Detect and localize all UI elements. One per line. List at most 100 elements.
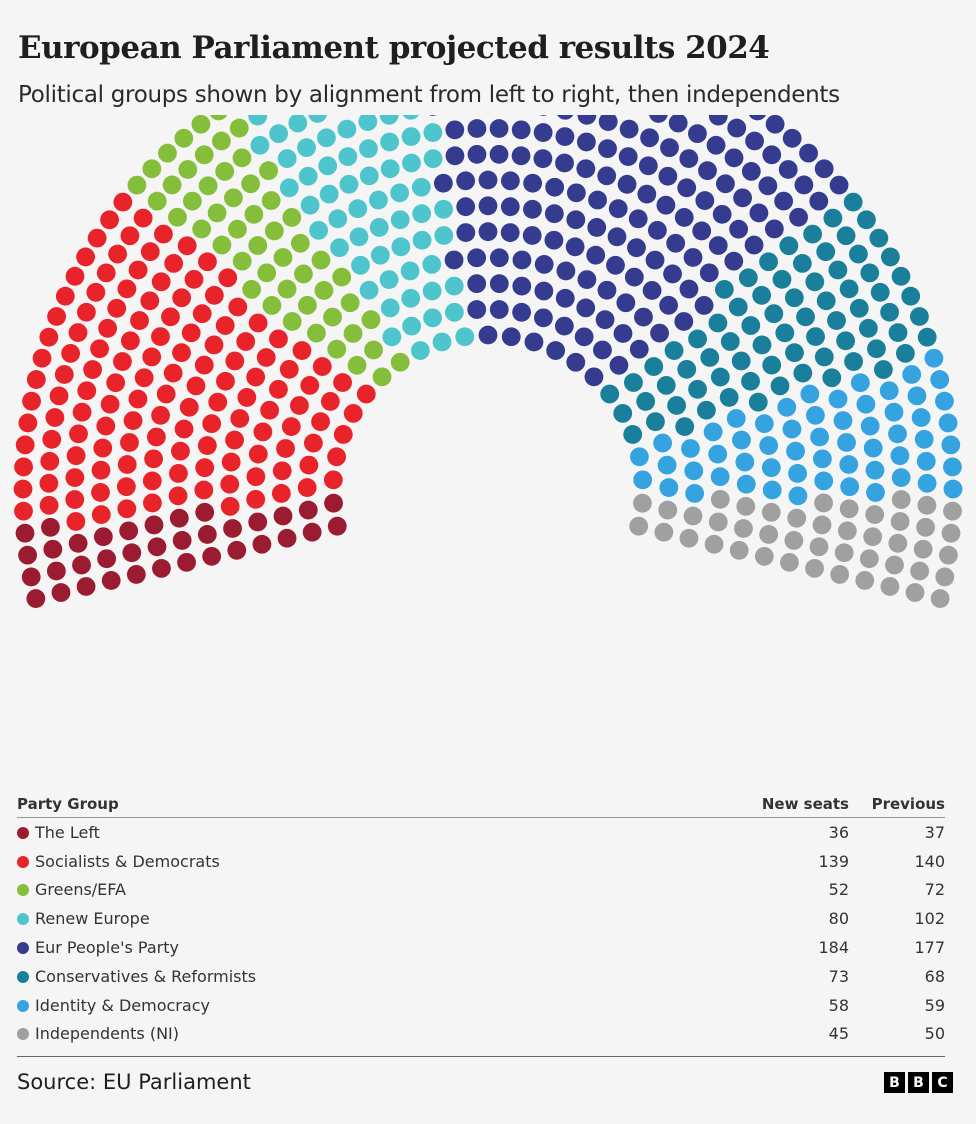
source-note: Source: EU Parliament: [17, 1070, 251, 1094]
seat: [402, 115, 419, 120]
seat: [837, 521, 857, 541]
seat: [888, 424, 907, 444]
party-cell: Conservatives & Reformists: [17, 967, 743, 986]
seat: [277, 149, 297, 168]
seat: [220, 497, 240, 516]
seat: [613, 403, 633, 423]
seat: [215, 162, 235, 181]
seat: [478, 196, 498, 216]
seat: [300, 375, 320, 395]
seat: [45, 408, 65, 427]
seat: [843, 192, 863, 212]
seat: [197, 436, 217, 455]
seat: [784, 531, 804, 550]
seat: [382, 327, 402, 347]
seat: [197, 525, 217, 544]
seat: [544, 204, 564, 224]
seat: [229, 118, 249, 138]
seat: [68, 533, 88, 553]
seat: [97, 549, 117, 569]
seat: [54, 365, 74, 384]
seat: [43, 539, 63, 559]
seat: [823, 208, 843, 228]
seat: [142, 471, 162, 491]
seat: [522, 226, 542, 245]
seat: [844, 352, 863, 371]
seat: [379, 270, 399, 289]
seat: [343, 403, 363, 423]
seat: [629, 516, 649, 536]
seat: [816, 291, 836, 311]
seat: [269, 124, 288, 144]
seat: [650, 323, 669, 343]
seat: [241, 174, 260, 194]
seat: [656, 375, 676, 395]
seat: [759, 525, 779, 544]
seat: [812, 515, 832, 535]
seat: [433, 173, 453, 193]
seat: [780, 552, 799, 572]
seat: [242, 280, 262, 299]
seat: [658, 500, 678, 520]
seat: [789, 207, 808, 227]
seat: [941, 435, 961, 455]
seat: [638, 156, 658, 176]
seat: [412, 230, 432, 250]
seat: [223, 519, 242, 538]
seat: [423, 149, 443, 169]
seat: [836, 331, 856, 351]
seat: [688, 379, 707, 399]
seat: [782, 419, 802, 439]
seat: [40, 451, 60, 471]
seat: [734, 519, 753, 538]
seat: [276, 439, 295, 458]
seat: [26, 370, 46, 389]
seat: [613, 324, 633, 343]
seat: [731, 351, 751, 371]
seat: [784, 288, 804, 308]
seat: [837, 433, 856, 452]
seat: [248, 236, 268, 255]
seat: [710, 467, 730, 487]
seat: [764, 304, 784, 324]
seat: [312, 357, 332, 376]
seat: [695, 191, 715, 210]
seat: [314, 281, 334, 300]
seat: [557, 115, 574, 120]
seat: [269, 329, 288, 349]
seat: [400, 261, 420, 281]
seat: [744, 235, 764, 255]
table-row: Renew Europe 80 102: [17, 904, 945, 933]
seat: [724, 251, 744, 271]
seat: [618, 147, 638, 167]
seat: [271, 484, 291, 503]
seat: [181, 323, 201, 343]
seat: [237, 388, 257, 407]
bbc-logo: B B C: [884, 1072, 953, 1093]
seat: [660, 138, 679, 158]
seat: [244, 204, 264, 224]
seat: [330, 238, 349, 258]
seat: [758, 176, 778, 196]
seat: [729, 219, 748, 239]
seat: [617, 174, 637, 194]
seat: [215, 316, 235, 335]
seat: [279, 178, 299, 198]
party-color-dot: [17, 999, 29, 1012]
table-row: Independents (NI) 45 50: [17, 1020, 945, 1049]
seat: [212, 235, 232, 255]
table-row: Socialists & Democrats 139 140: [17, 847, 945, 876]
seat: [134, 368, 154, 388]
seat: [606, 255, 625, 275]
seat: [586, 245, 606, 265]
seat: [533, 123, 553, 142]
seat: [212, 131, 231, 151]
seat: [252, 534, 272, 554]
seat: [379, 115, 399, 125]
seat: [332, 267, 352, 287]
seat: [512, 276, 532, 296]
seat: [113, 352, 132, 371]
previous-seats-value: 72: [924, 880, 945, 900]
seat: [616, 293, 636, 313]
seat: [624, 373, 643, 392]
